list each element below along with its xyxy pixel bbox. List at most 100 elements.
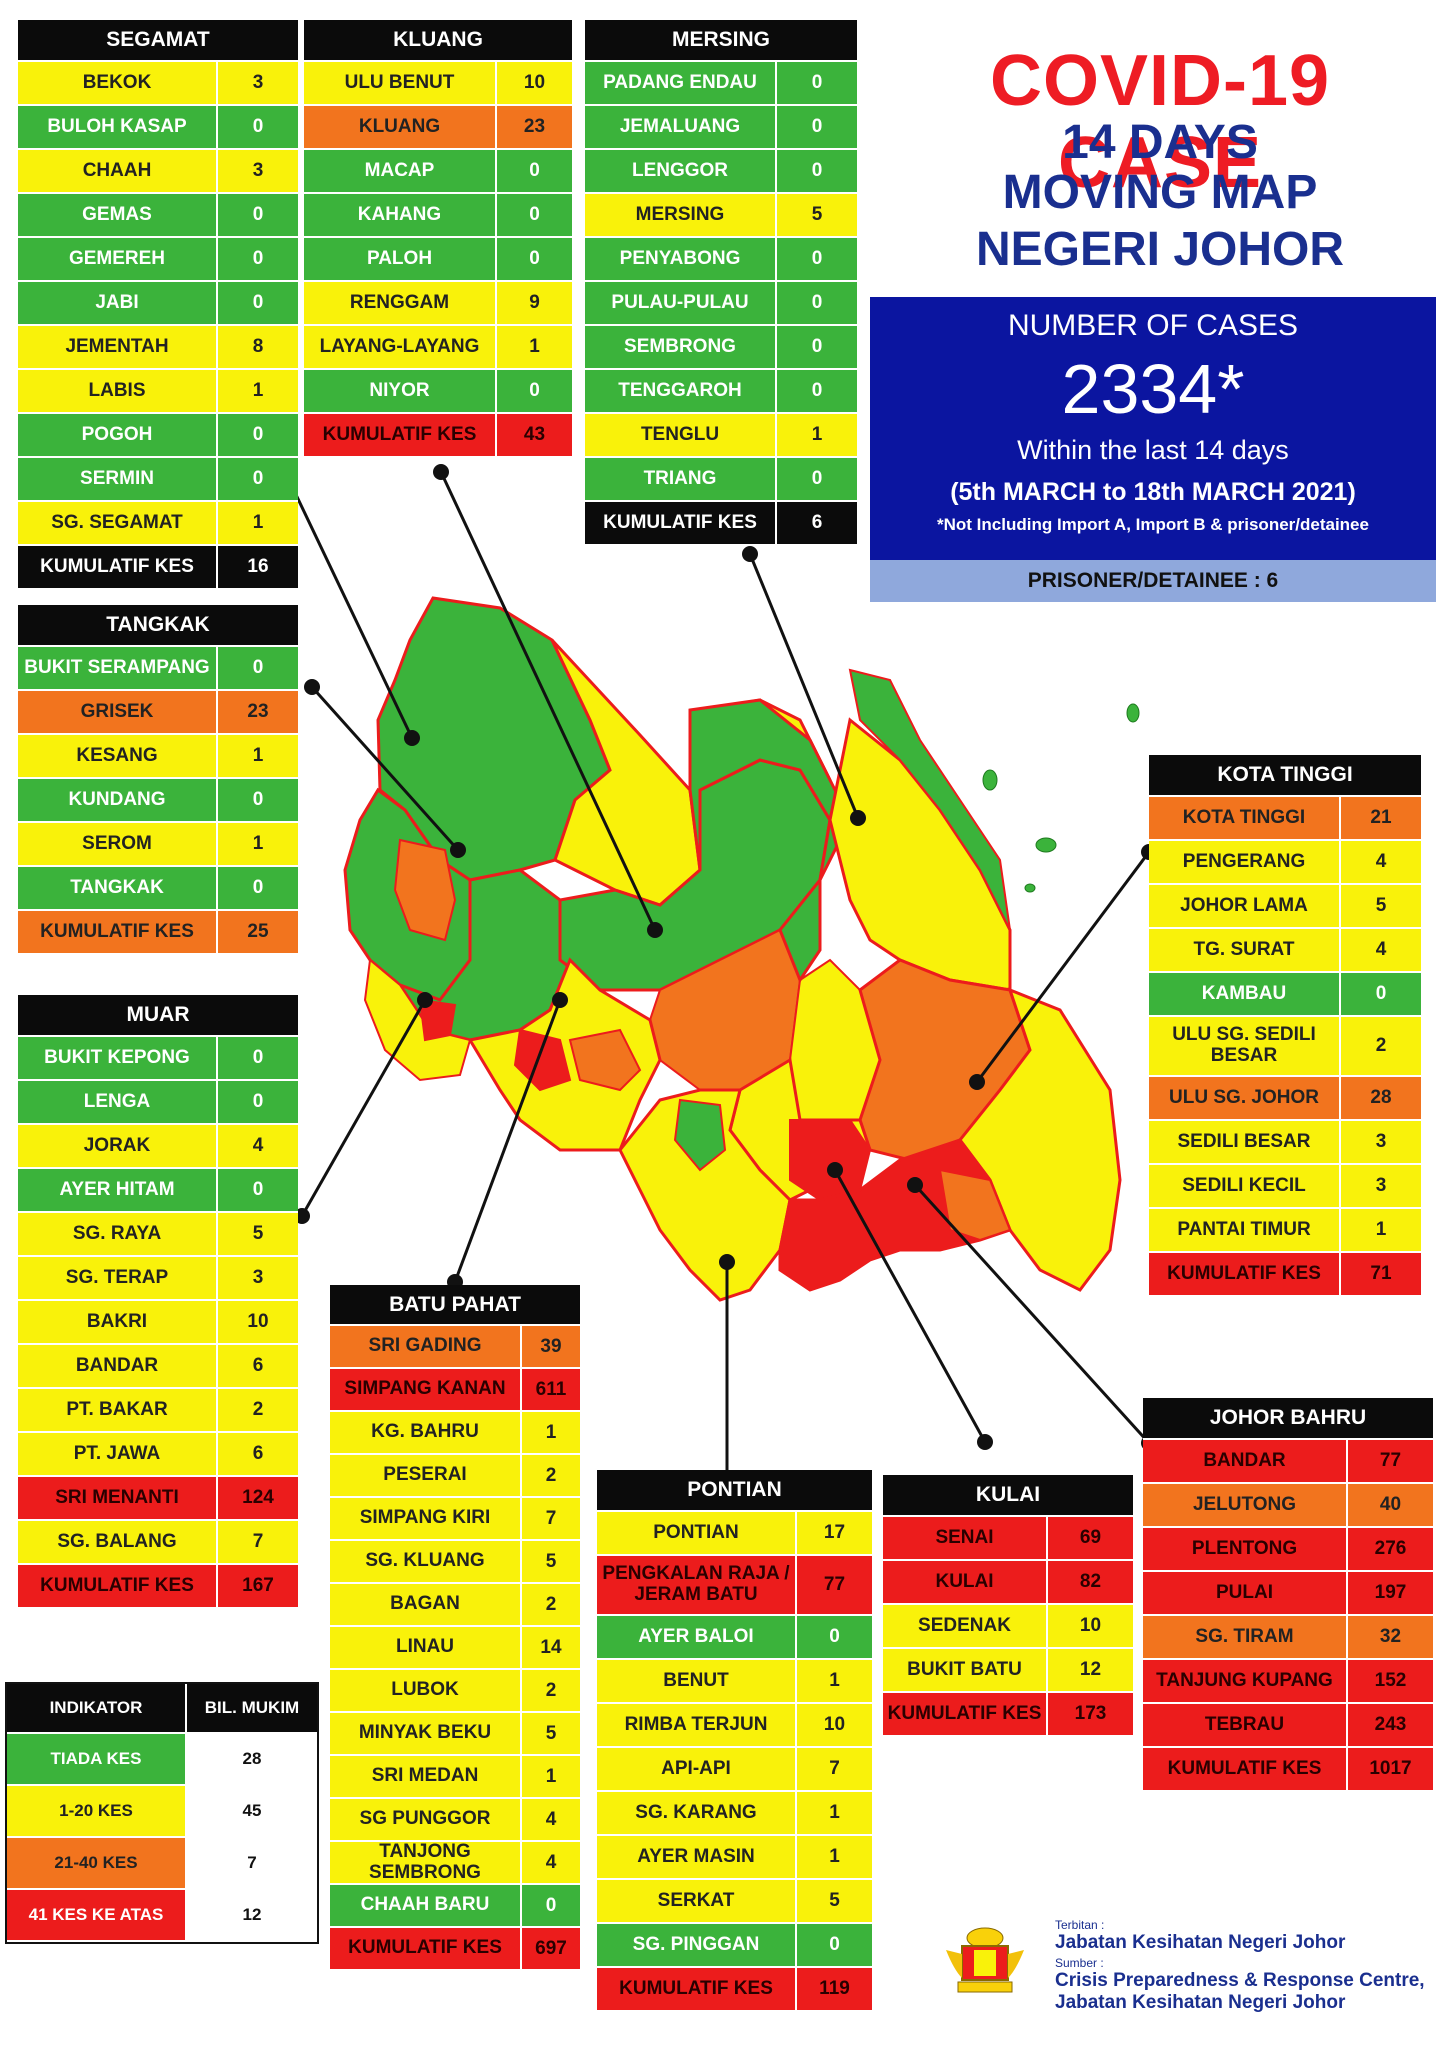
mukim-case-count: 0 — [252, 657, 264, 678]
mukim-name: SG. KLUANG — [330, 1541, 522, 1582]
mukim-case-count: 5 — [252, 1223, 264, 1244]
mukim-row: TG. SURAT 4 — [1149, 929, 1421, 973]
mukim-row: CHAAH 3 — [18, 150, 298, 194]
district-header: KULAI — [883, 1475, 1133, 1517]
mukim-case-count: 0 — [252, 116, 264, 137]
mukim-name: TEBRAU — [1143, 1704, 1348, 1746]
mukim-row: SG. RAYA 5 — [18, 1213, 298, 1257]
pointer-dot — [969, 1074, 985, 1090]
mukim-name: PALOH — [304, 238, 497, 280]
mukim-row: PLENTONG 276 — [1143, 1528, 1433, 1572]
mukim-case-count: 7 — [252, 1531, 264, 1552]
pointer-dot — [552, 992, 568, 1008]
mukim-row: SRI MEDAN 1 — [330, 1756, 580, 1799]
legend-label: 21-40 KES — [7, 1838, 187, 1888]
mukim-row: SRI GADING 39 — [330, 1326, 580, 1369]
mukim-row: BUKIT KEPONG 0 — [18, 1037, 298, 1081]
mukim-row: SG. SEGAMAT 1 — [18, 502, 298, 546]
mukim-row: SG PUNGGOR 4 — [330, 1799, 580, 1842]
mukim-row: JABI 0 — [18, 282, 298, 326]
mukim-name: RENGGAM — [304, 282, 497, 324]
pointer-dot — [433, 464, 449, 480]
mukim-case-count: 4 — [252, 1135, 264, 1156]
cumulative-row: KUMULATIF KES 43 — [304, 414, 572, 458]
mukim-case-count: 71 — [1370, 1263, 1392, 1284]
mukim-row: NIYOR 0 — [304, 370, 572, 414]
title-days: 14 DAYS — [1062, 116, 1258, 169]
mukim-name: ULU SG. SEDILI BESAR — [1149, 1017, 1341, 1075]
mukim-case-count: 1 — [545, 1765, 557, 1787]
mukim-row: PULAI 197 — [1143, 1572, 1433, 1616]
mukim-name: SIMPANG KANAN — [330, 1369, 522, 1410]
mukim-name: LINAU — [330, 1627, 522, 1668]
mukim-name: SERMIN — [18, 458, 218, 500]
mukim-case-count: 1 — [252, 745, 264, 766]
mukim-row: TRIANG 0 — [585, 458, 857, 502]
mukim-name: PT. JAWA — [18, 1433, 218, 1475]
mukim-row: POGOH 0 — [18, 414, 298, 458]
mukim-name: SG. KARANG — [597, 1792, 797, 1834]
legend-row: TIADA KES 28 — [7, 1734, 317, 1786]
mukim-case-count: 0 — [252, 1091, 264, 1112]
mukim-case-count: 124 — [242, 1487, 274, 1508]
cumulative-row: KUMULATIF KES 173 — [883, 1693, 1133, 1737]
mukim-name: KLUANG — [304, 106, 497, 148]
mukim-row: KESANG 1 — [18, 735, 298, 779]
mukim-name: KESANG — [18, 735, 218, 777]
table-batu-pahat: BATU PAHAT SRI GADING 39 SIMPANG KANAN 611 KG… — [330, 1285, 580, 1971]
mukim-name: SRI GADING — [330, 1326, 522, 1367]
mukim-row: SEDENAK 10 — [883, 1605, 1133, 1649]
mukim-name: PESERAI — [330, 1455, 522, 1496]
mukim-name: KUNDANG — [18, 779, 218, 821]
mukim-row: KULAI 82 — [883, 1561, 1133, 1605]
mukim-row: KUNDANG 0 — [18, 779, 298, 823]
mukim-name: ULU BENUT — [304, 62, 497, 104]
mukim-name: BUKIT BATU — [883, 1649, 1048, 1691]
summary-range: (5th MARCH to 18th MARCH 2021) — [950, 478, 1356, 506]
mukim-name: TRIANG — [585, 458, 777, 500]
mukim-case-count: 69 — [1079, 1527, 1102, 1548]
mukim-name: JOHOR LAMA — [1149, 885, 1341, 927]
pointer-line-tangkak — [310, 685, 460, 852]
legend-count: 28 — [187, 1734, 317, 1784]
mukim-name: KUMULATIF KES — [18, 546, 218, 588]
mukim-name: NIYOR — [304, 370, 497, 412]
mukim-case-count: 3 — [1375, 1175, 1387, 1196]
mukim-name: LAYANG-LAYANG — [304, 326, 497, 368]
mukim-row: BUKIT SERAMPANG 0 — [18, 647, 298, 691]
mukim-case-count: 0 — [529, 204, 540, 225]
mukim-name: KUMULATIF KES — [18, 1565, 218, 1607]
mukim-name: SEDENAK — [883, 1605, 1048, 1647]
map-batupahat-orange — [568, 1028, 642, 1092]
mukim-name: SG. TERAP — [18, 1257, 218, 1299]
prisoner-count: PRISONER/DETAINEE : 6 — [870, 560, 1436, 602]
table-kota-tinggi: KOTA TINGGI KOTA TINGGI 21 PENGERANG 4 JOHOR … — [1149, 755, 1421, 1297]
mukim-case-count: 39 — [540, 1335, 562, 1357]
cumulative-row: KUMULATIF KES 1017 — [1143, 1748, 1433, 1792]
title-negeri: NEGERI JOHOR — [975, 223, 1345, 276]
mukim-row: TEBRAU 243 — [1143, 1704, 1433, 1748]
legend-count: 12 — [187, 1890, 317, 1940]
table-mersing: MERSING PADANG ENDAU 0 JEMALUANG 0 LENGGOR 0 ME… — [585, 20, 857, 546]
mukim-name: SENAI — [883, 1517, 1048, 1559]
map-island — [1035, 837, 1057, 853]
mukim-row: SG. PINGGAN 0 — [597, 1924, 872, 1968]
summary-within: Within the last 14 days — [1017, 435, 1289, 465]
mukim-row: LABIS 1 — [18, 370, 298, 414]
pointer-line-batupahat — [453, 999, 562, 1283]
mukim-name: KAMBAU — [1149, 973, 1341, 1015]
pointer-dot — [647, 922, 663, 938]
mukim-case-count: 1 — [252, 833, 264, 854]
mukim-name: BULOH KASAP — [18, 106, 218, 148]
mukim-case-count: 10 — [247, 1311, 269, 1332]
mukim-name: KUMULATIF KES — [597, 1968, 797, 2010]
mukim-name: POGOH — [18, 414, 218, 456]
map-mersing-green — [688, 698, 852, 984]
mukim-name: SEROM — [18, 823, 218, 865]
mukim-row: MERSING 5 — [585, 194, 857, 238]
map-batupahat-red — [513, 1028, 572, 1092]
legend-count: 7 — [187, 1838, 317, 1888]
mukim-name: SEDILI BESAR — [1149, 1121, 1341, 1163]
mukim-case-count: 276 — [1374, 1538, 1407, 1559]
mukim-name: PULAI — [1143, 1572, 1348, 1614]
